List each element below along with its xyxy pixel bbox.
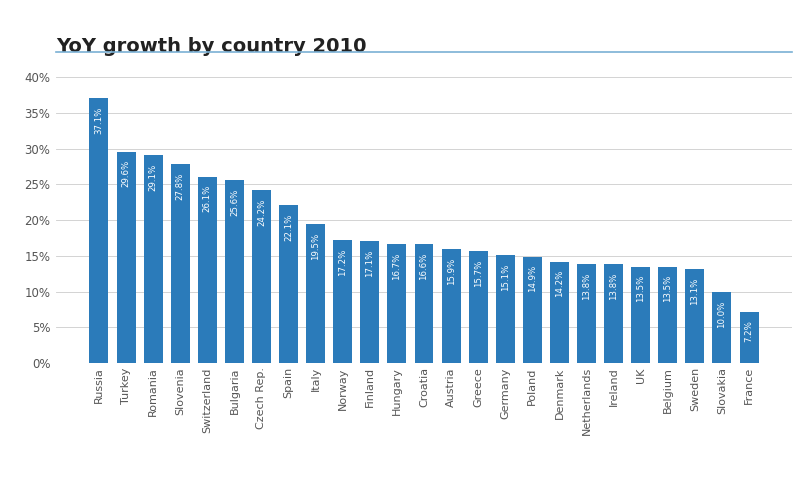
Text: 15.1%: 15.1%	[501, 264, 510, 291]
Text: 16.7%: 16.7%	[393, 252, 402, 280]
Bar	[631, 267, 650, 363]
Bar	[144, 155, 162, 363]
Text: 26.1%: 26.1%	[202, 185, 212, 212]
Text: 13.8%: 13.8%	[609, 273, 618, 301]
Bar	[496, 255, 514, 363]
Text: 10.0%: 10.0%	[718, 300, 726, 328]
Text: YoY growth by country 2010: YoY growth by country 2010	[56, 37, 366, 56]
Bar	[550, 261, 569, 363]
Bar	[739, 312, 758, 363]
Text: 15.9%: 15.9%	[446, 258, 455, 285]
Bar	[523, 257, 542, 363]
Text: 14.2%: 14.2%	[555, 270, 564, 298]
Bar	[442, 249, 461, 363]
Bar	[387, 243, 406, 363]
Text: 19.5%: 19.5%	[311, 232, 320, 259]
Text: 13.1%: 13.1%	[690, 278, 699, 305]
Bar	[170, 165, 190, 363]
Bar	[225, 180, 244, 363]
Text: 25.6%: 25.6%	[230, 189, 239, 216]
Bar	[713, 291, 731, 363]
Bar	[90, 98, 109, 363]
Text: 17.1%: 17.1%	[366, 249, 374, 277]
Bar	[198, 177, 217, 363]
Text: 22.1%: 22.1%	[284, 213, 293, 241]
Text: 15.7%: 15.7%	[474, 259, 482, 287]
Bar	[252, 190, 271, 363]
Bar	[334, 240, 352, 363]
Bar	[577, 264, 596, 363]
Text: 14.9%: 14.9%	[528, 265, 537, 292]
Bar	[360, 241, 379, 363]
Text: 13.5%: 13.5%	[663, 275, 672, 302]
Text: 27.8%: 27.8%	[176, 173, 185, 200]
Text: 29.6%: 29.6%	[122, 160, 130, 187]
Bar	[414, 244, 434, 363]
Bar	[306, 224, 325, 363]
Bar	[658, 267, 678, 363]
Text: 16.6%: 16.6%	[419, 253, 429, 280]
Text: 13.5%: 13.5%	[636, 275, 646, 302]
Bar	[279, 205, 298, 363]
Bar	[686, 270, 704, 363]
Text: 24.2%: 24.2%	[257, 198, 266, 226]
Bar	[117, 151, 135, 363]
Text: 7.2%: 7.2%	[745, 320, 754, 342]
Text: 37.1%: 37.1%	[94, 106, 103, 134]
Bar	[604, 264, 623, 363]
Text: 17.2%: 17.2%	[338, 249, 347, 276]
Text: 29.1%: 29.1%	[149, 164, 158, 191]
Text: 13.8%: 13.8%	[582, 273, 591, 301]
Bar	[469, 251, 488, 363]
